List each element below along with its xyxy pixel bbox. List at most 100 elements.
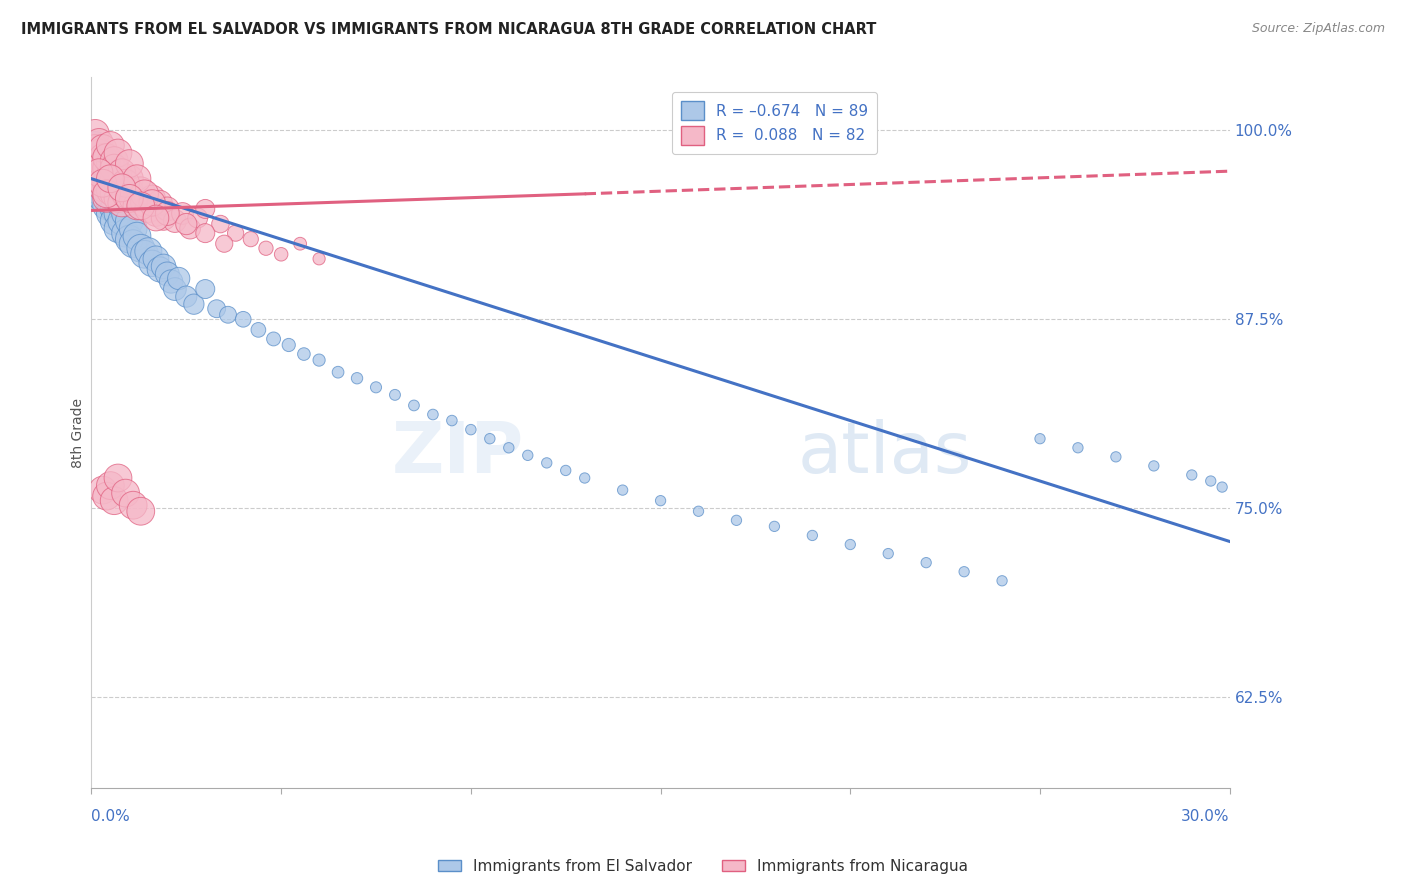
- Point: [152, 260, 174, 274]
- Legend: R = –0.674   N = 89, R =  0.088   N = 82: R = –0.674 N = 89, R = 0.088 N = 82: [672, 92, 877, 154]
- Point: [87, 161, 110, 175]
- Point: [84, 153, 107, 168]
- Point: [100, 206, 122, 220]
- Point: [103, 214, 125, 228]
- Point: [346, 371, 368, 385]
- Point: [103, 153, 125, 168]
- Point: [536, 456, 558, 470]
- Point: [183, 297, 205, 311]
- Point: [232, 312, 254, 326]
- Point: [254, 241, 277, 255]
- Point: [991, 574, 1014, 588]
- Point: [138, 202, 160, 216]
- Point: [87, 166, 110, 180]
- Point: [100, 184, 122, 198]
- Point: [111, 195, 134, 210]
- Point: [209, 217, 232, 231]
- Point: [292, 347, 315, 361]
- Point: [111, 199, 134, 213]
- Point: [84, 141, 107, 155]
- Point: [107, 471, 129, 485]
- Point: [384, 388, 406, 402]
- Point: [122, 498, 145, 512]
- Point: [96, 161, 118, 175]
- Point: [91, 483, 114, 497]
- Point: [118, 184, 141, 198]
- Point: [87, 146, 110, 161]
- Point: [288, 236, 311, 251]
- Point: [149, 262, 172, 277]
- Point: [118, 191, 141, 205]
- Point: [612, 483, 634, 497]
- Point: [84, 161, 107, 175]
- Point: [125, 229, 148, 244]
- Point: [179, 221, 201, 235]
- Point: [212, 236, 235, 251]
- Point: [122, 221, 145, 235]
- Point: [114, 206, 136, 220]
- Point: [174, 217, 197, 231]
- Point: [114, 186, 136, 201]
- Point: [239, 232, 262, 246]
- Point: [107, 166, 129, 180]
- Point: [152, 211, 174, 225]
- Point: [96, 489, 118, 503]
- Point: [554, 463, 576, 477]
- Point: [103, 493, 125, 508]
- Point: [134, 195, 156, 210]
- Point: [118, 156, 141, 170]
- Point: [145, 211, 167, 225]
- Point: [247, 323, 270, 337]
- Point: [308, 252, 330, 266]
- Point: [478, 432, 501, 446]
- Point: [103, 161, 125, 175]
- Point: [122, 236, 145, 251]
- Point: [96, 186, 118, 201]
- Point: [114, 486, 136, 500]
- Point: [100, 171, 122, 186]
- Point: [103, 171, 125, 186]
- Point: [1199, 474, 1222, 488]
- Point: [96, 199, 118, 213]
- Point: [100, 169, 122, 183]
- Point: [194, 226, 217, 240]
- Text: IMMIGRANTS FROM EL SALVADOR VS IMMIGRANTS FROM NICARAGUA 8TH GRADE CORRELATION C: IMMIGRANTS FROM EL SALVADOR VS IMMIGRANT…: [21, 22, 876, 37]
- Text: atlas: atlas: [797, 419, 972, 489]
- Point: [96, 176, 118, 190]
- Legend: Immigrants from El Salvador, Immigrants from Nicaragua: Immigrants from El Salvador, Immigrants …: [432, 853, 974, 880]
- Point: [263, 332, 285, 346]
- Point: [91, 166, 114, 180]
- Point: [839, 537, 862, 551]
- Point: [111, 181, 134, 195]
- Point: [100, 156, 122, 170]
- Point: [91, 191, 114, 205]
- Point: [100, 195, 122, 210]
- Point: [129, 241, 152, 255]
- Point: [138, 244, 160, 259]
- Point: [574, 471, 596, 485]
- Point: [129, 184, 152, 198]
- Point: [953, 565, 976, 579]
- Point: [134, 247, 156, 261]
- Point: [141, 256, 163, 270]
- Point: [364, 380, 387, 394]
- Point: [125, 171, 148, 186]
- Point: [167, 271, 190, 285]
- Point: [172, 206, 194, 220]
- Point: [87, 184, 110, 198]
- Point: [91, 156, 114, 170]
- Point: [308, 353, 330, 368]
- Point: [1105, 450, 1128, 464]
- Point: [402, 399, 425, 413]
- Point: [100, 184, 122, 198]
- Point: [1211, 480, 1233, 494]
- Point: [103, 202, 125, 216]
- Point: [1029, 432, 1052, 446]
- Point: [96, 186, 118, 201]
- Point: [145, 206, 167, 220]
- Point: [149, 195, 172, 210]
- Point: [107, 191, 129, 205]
- Point: [96, 153, 118, 168]
- Point: [91, 141, 114, 155]
- Point: [118, 171, 141, 186]
